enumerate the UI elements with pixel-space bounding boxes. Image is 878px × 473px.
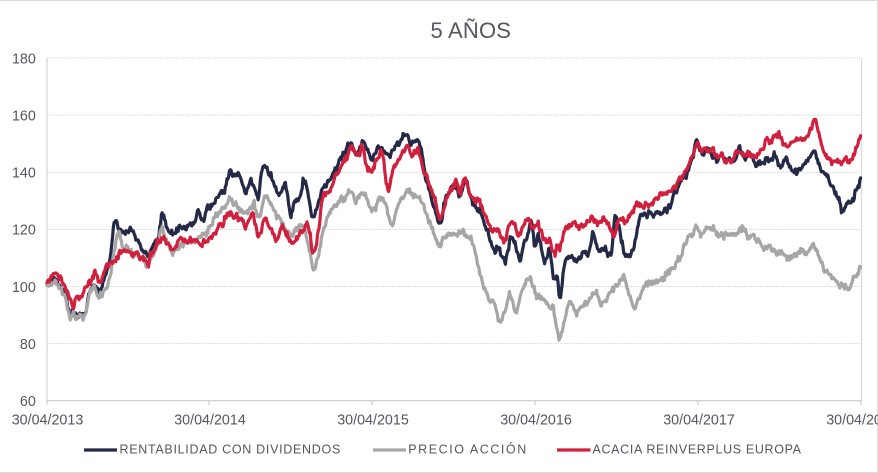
svg-text:120: 120 <box>12 223 36 239</box>
svg-text:30/04/2013: 30/04/2013 <box>12 412 84 428</box>
svg-text:140: 140 <box>12 166 36 182</box>
svg-text:30/04/2015: 30/04/2015 <box>337 412 409 428</box>
svg-text:60: 60 <box>20 394 36 410</box>
svg-text:5 AÑOS: 5 AÑOS <box>430 18 511 43</box>
svg-text:RENTABILIDAD CON DIVIDENDOS: RENTABILIDAD CON DIVIDENDOS <box>120 443 341 457</box>
svg-text:ACACIA REINVERPLUS EUROPA: ACACIA REINVERPLUS EUROPA <box>593 443 802 457</box>
svg-text:100: 100 <box>12 280 36 296</box>
svg-text:80: 80 <box>20 337 36 353</box>
svg-text:30/04/2018: 30/04/2018 <box>826 412 878 428</box>
svg-text:180: 180 <box>12 51 36 67</box>
svg-text:30/04/2017: 30/04/2017 <box>663 412 735 428</box>
svg-text:30/04/2016: 30/04/2016 <box>500 412 572 428</box>
svg-text:PRECIO ACCIÓN: PRECIO ACCIÓN <box>408 442 527 457</box>
svg-text:160: 160 <box>12 108 36 124</box>
svg-text:30/04/2014: 30/04/2014 <box>174 412 246 428</box>
